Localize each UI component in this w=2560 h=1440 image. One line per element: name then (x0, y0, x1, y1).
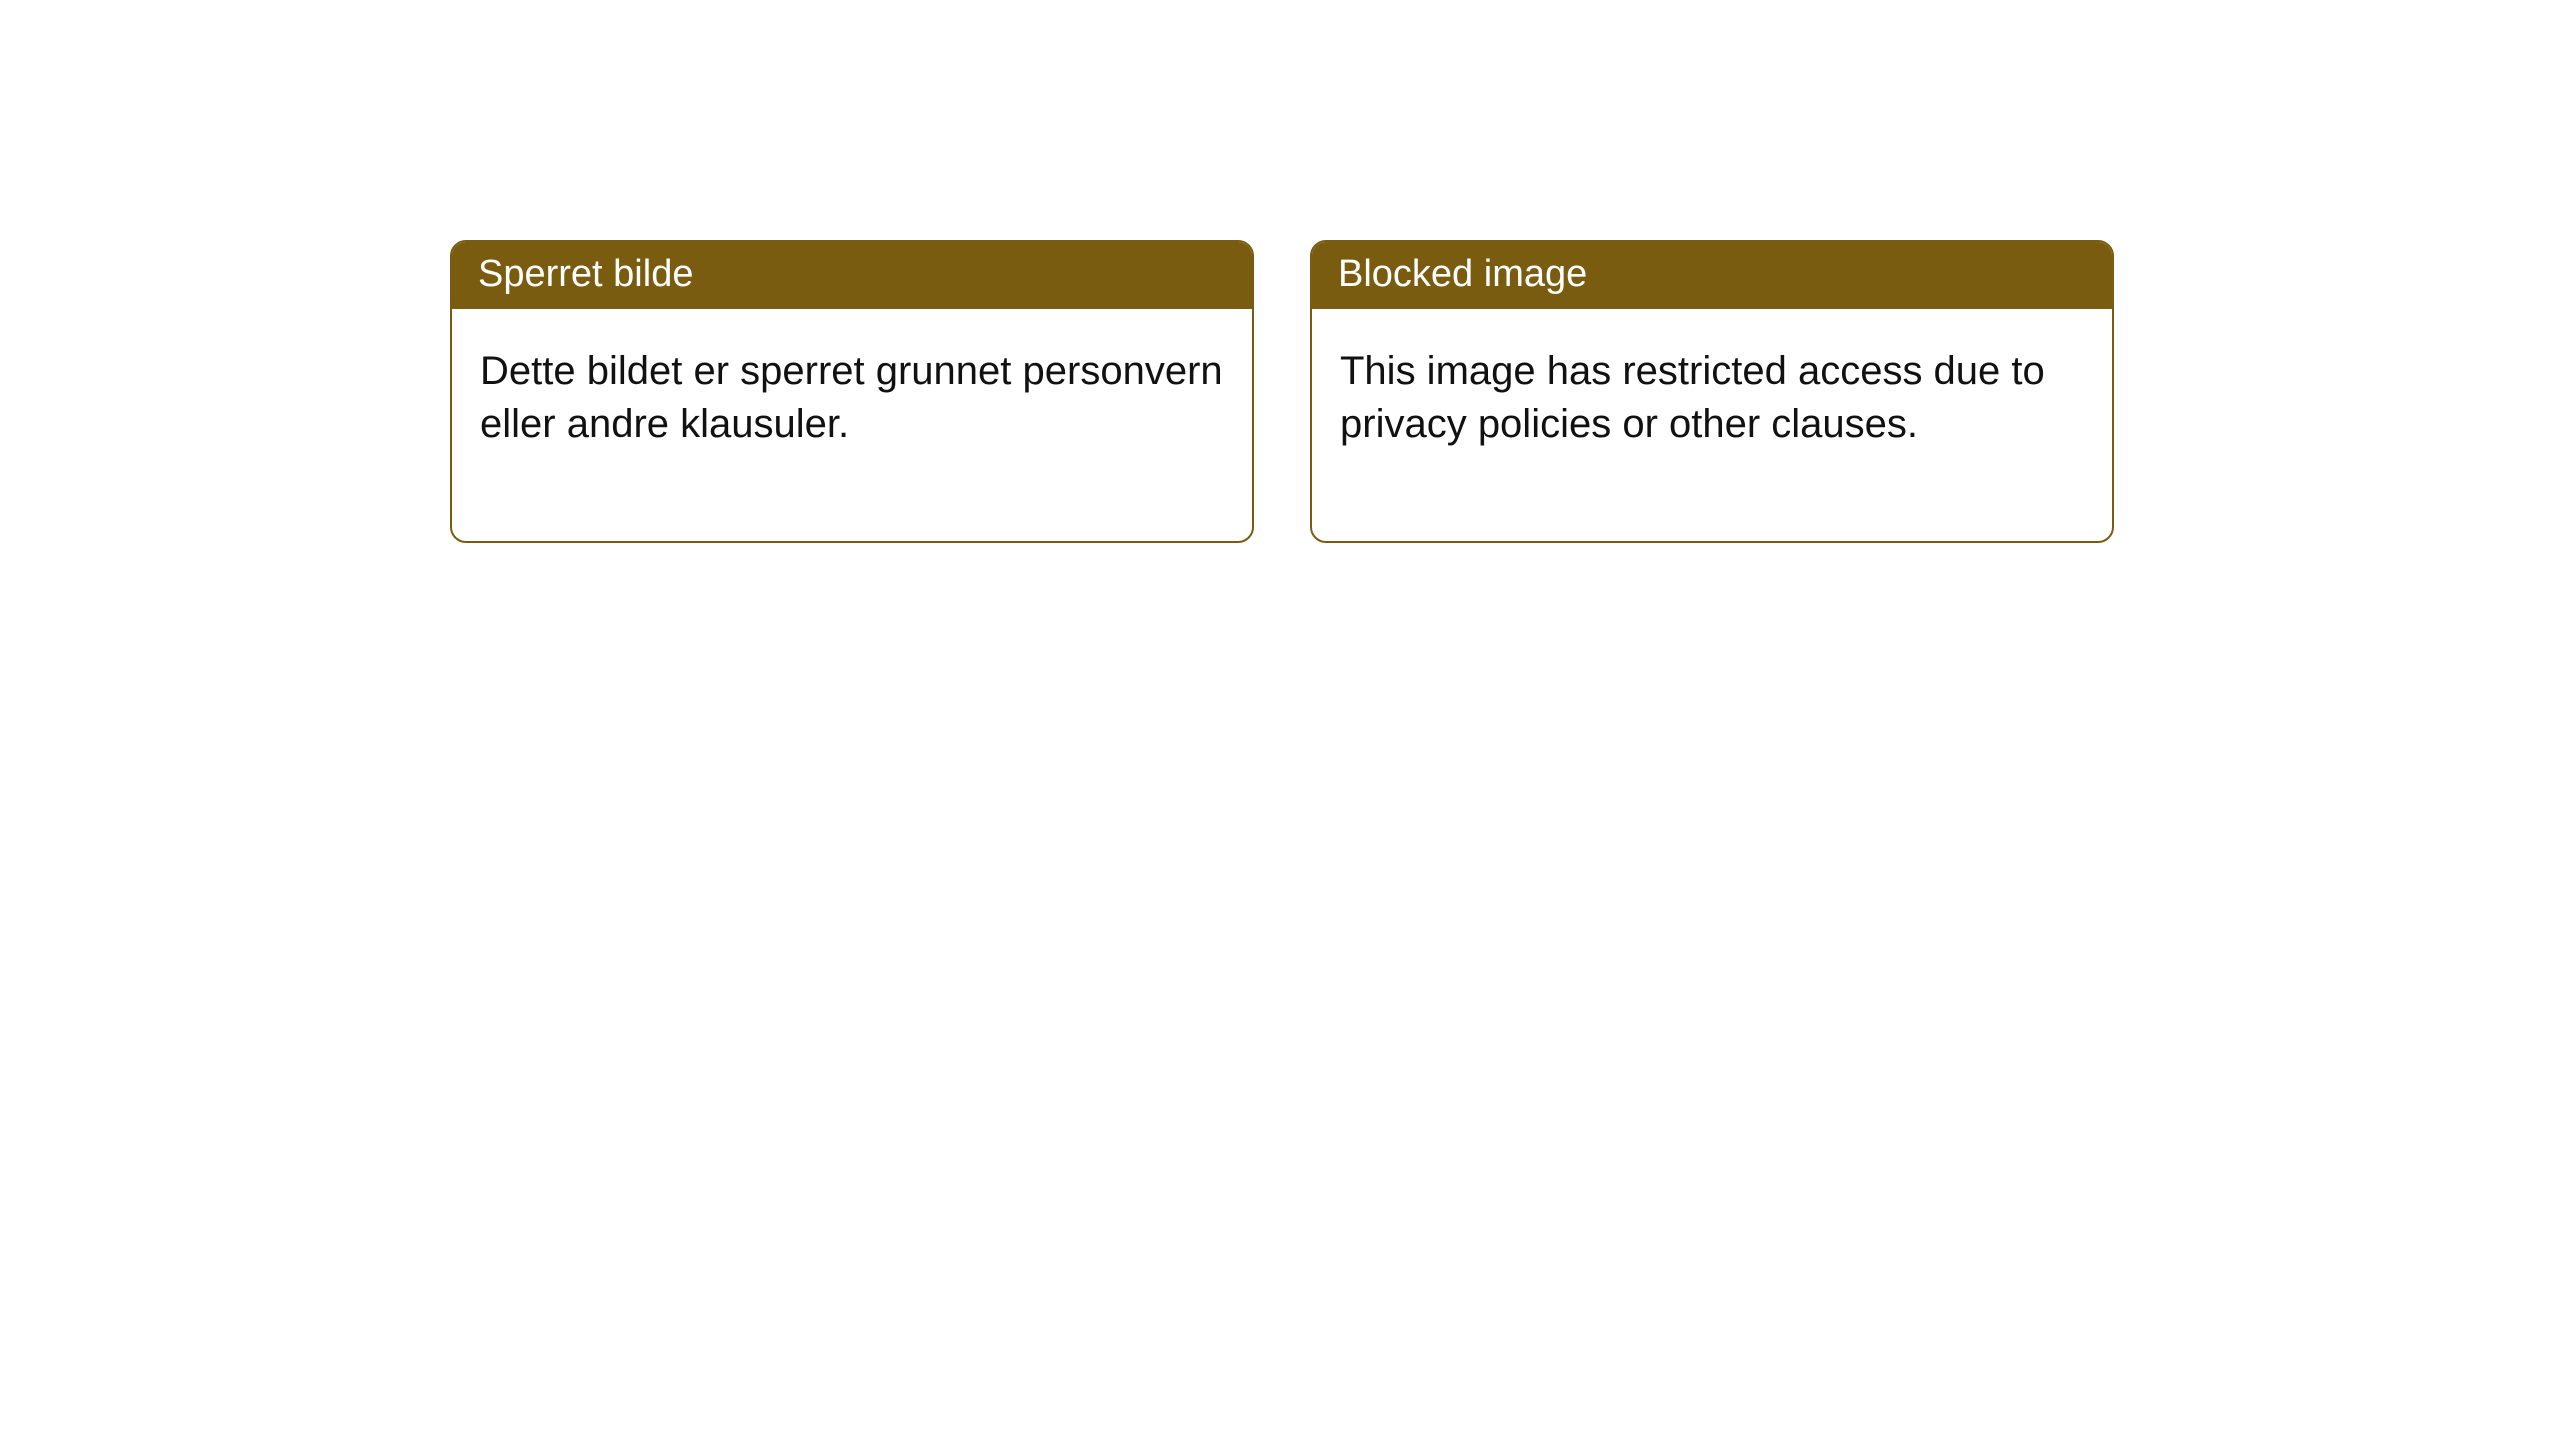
notice-body: Dette bildet er sperret grunnet personve… (452, 309, 1252, 541)
notice-body: This image has restricted access due to … (1312, 309, 2112, 541)
notice-header: Blocked image (1312, 242, 2112, 309)
notice-card-norwegian: Sperret bilde Dette bildet er sperret gr… (450, 240, 1254, 543)
notice-container: Sperret bilde Dette bildet er sperret gr… (0, 0, 2560, 543)
notice-header: Sperret bilde (452, 242, 1252, 309)
notice-card-english: Blocked image This image has restricted … (1310, 240, 2114, 543)
